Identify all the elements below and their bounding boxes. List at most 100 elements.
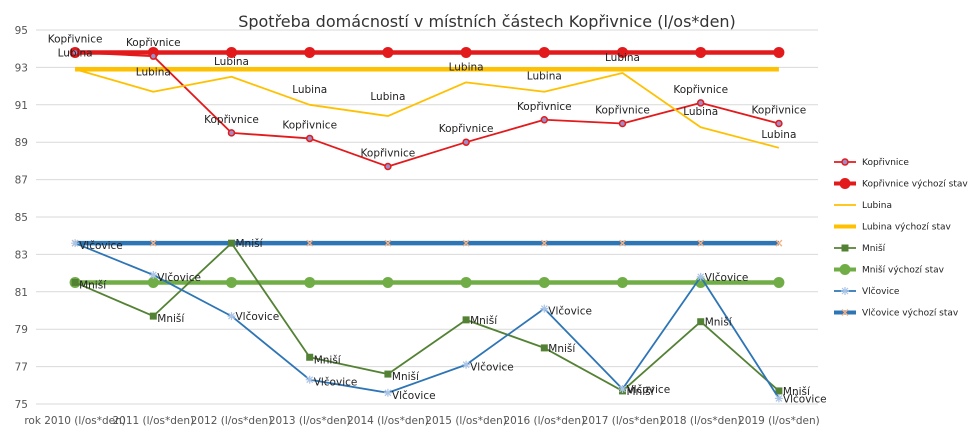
data-label: Mniší <box>548 343 576 355</box>
series-7-point <box>462 239 470 247</box>
series-0-point <box>384 162 392 171</box>
series-6-point <box>540 304 549 313</box>
x-axis: rok 2010 (l/os*den)2011 (l/os*den)2012 (… <box>24 415 819 427</box>
series-5-point <box>538 276 550 288</box>
series-6-point <box>618 385 627 394</box>
x-tick-label: 2012 (l/os*den) <box>191 415 273 427</box>
y-axis: 75 77 79 81 83 85 87 89 91 93 95 <box>15 25 28 411</box>
series-6-point <box>227 312 236 321</box>
x-tick-label: 2011 (l/os*den) <box>112 415 194 427</box>
legend-item: Vlčovice výchozí stav <box>834 308 959 319</box>
data-label: Lubina <box>527 71 562 83</box>
series-1-point <box>538 46 550 58</box>
y-tick-label: 95 <box>15 25 28 37</box>
legend-marker <box>841 158 849 166</box>
data-label: Kopřivnice <box>595 105 650 117</box>
legend-item: Lubina <box>834 201 892 211</box>
legend-marker <box>841 309 849 316</box>
data-label: Mniší <box>705 317 733 329</box>
series-4-point <box>775 387 783 395</box>
series-1-point <box>304 46 316 58</box>
data-label: Lubina <box>136 67 171 79</box>
series-7-point <box>149 239 157 247</box>
legend-marker <box>839 264 851 275</box>
data-label: Vlčovice <box>236 311 280 323</box>
legend: Kopřivnice Kopřivnice výchozí stav Lubina L… <box>834 158 968 319</box>
data-label: Vlčovice <box>314 377 358 389</box>
data-label: Vlčovice <box>548 306 592 318</box>
data-label: Kopřivnice <box>439 123 494 135</box>
data-label: Mniší <box>783 386 811 398</box>
series-6-point <box>305 375 314 384</box>
legend-item: Vlčovice <box>834 286 900 297</box>
data-label: Vlčovice <box>783 393 827 405</box>
legend-item: Mniší <box>834 243 886 254</box>
data-label: Lubina <box>449 61 484 73</box>
y-tick-label: 77 <box>15 362 28 374</box>
series-2 <box>74 68 780 149</box>
data-label: Mniší <box>627 386 655 398</box>
series-6-point <box>71 239 80 248</box>
series-6-point <box>462 360 471 369</box>
data-label: Kopřivnice <box>361 148 416 160</box>
plot-area <box>69 46 785 403</box>
series-4-line <box>74 242 780 392</box>
series-4-point <box>697 318 705 326</box>
legend-label: Lubina <box>862 201 892 211</box>
series-7-point <box>540 239 548 247</box>
data-label: Mniší <box>236 238 264 250</box>
series-4-point <box>384 370 392 378</box>
data-label: Vlčovice <box>157 272 201 284</box>
x-tick-label: 2017 (l/os*den) <box>582 415 664 427</box>
legend-item: Kopřivnice <box>834 158 909 168</box>
x-tick-label: 2013 (l/os*den) <box>269 415 351 427</box>
series-0-point <box>71 48 79 57</box>
legend-label: Kopřivnice <box>862 158 909 168</box>
series-6 <box>71 239 783 403</box>
y-tick-label: 83 <box>15 249 28 261</box>
series-0-point <box>618 119 627 128</box>
data-label: Kopřivnice <box>517 101 572 113</box>
legend-item: Mniší výchozí stav <box>834 264 945 276</box>
series-6-point <box>149 270 158 279</box>
x-tick-label: 2014 (l/os*den) <box>347 415 429 427</box>
series-5-point <box>226 276 237 288</box>
series-6-point <box>696 272 705 281</box>
data-label: Kopřivnice <box>673 84 728 96</box>
data-label: Lubina <box>58 47 93 59</box>
series-4-point <box>71 278 79 286</box>
series-5-point <box>304 276 316 288</box>
legend-label: Lubina výchozí stav <box>862 223 951 233</box>
data-label: Mniší <box>392 371 420 383</box>
series-5-point <box>460 276 472 288</box>
data-label: Lubina <box>292 84 327 96</box>
series-7-point <box>619 239 626 247</box>
data-label: Vlčovice <box>705 272 749 284</box>
data-label: Mniší <box>314 354 342 366</box>
x-tick-label: 2018 (l/os*den) <box>660 415 742 427</box>
legend-item: Kopřivnice výchozí stav <box>834 178 968 190</box>
data-label: Kopřivnice <box>752 105 807 117</box>
series-1-point <box>773 46 785 58</box>
data-label: Lubina <box>605 52 640 64</box>
series-4-point <box>149 312 157 320</box>
series-0-point <box>149 52 158 60</box>
y-tick-label: 91 <box>15 100 28 112</box>
legend-label: Mniší <box>862 243 886 254</box>
legend-item: Lubina výchozí stav <box>834 223 951 233</box>
series-7-point <box>384 239 392 247</box>
y-tick-label: 75 <box>15 399 28 411</box>
data-label: Mniší <box>157 313 185 325</box>
x-tick-label: 2015 (l/os*den) <box>425 415 507 427</box>
series-6-point <box>774 394 783 403</box>
chart-title: Spotřeba domácností v místních částech K… <box>238 12 736 31</box>
y-tick-label: 87 <box>15 175 28 187</box>
data-labels: Kopřivnice Kopřivnice Kopřivnice Kopřivnice… <box>48 33 827 405</box>
data-label: Kopřivnice <box>126 37 181 49</box>
y-tick-label: 81 <box>15 287 28 299</box>
data-label: Lubina <box>761 129 796 141</box>
x-tick-label: 2016 (l/os*den) <box>503 415 585 427</box>
y-tick-label: 79 <box>15 324 28 336</box>
y-tick-label: 85 <box>15 212 28 224</box>
